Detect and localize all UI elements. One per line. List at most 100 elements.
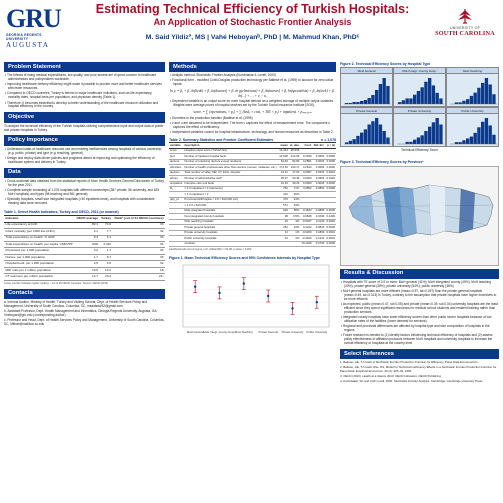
table-cell: 0.1133 — [312, 219, 326, 226]
table-cell: 1.7 — [99, 247, 113, 255]
table-cell: 32 — [112, 260, 165, 268]
poster-header: GRU GEORGIA REGENTS UNIVERSITY AUGUSTA E… — [0, 0, 503, 58]
fig1-plot-area — [182, 264, 330, 328]
table-row: Infant mortality (per 1000 live births) 4… — [4, 228, 165, 236]
table-cell: 0.0852 — [300, 186, 313, 193]
table1-caption: Table 1. Select Health Indicators, Turke… — [4, 209, 119, 214]
table-cell: 3/06 — [74, 241, 100, 249]
table-cell: 572 — [278, 202, 289, 209]
fig1-tick-label: Private University — [282, 330, 304, 334]
histogram-bar — [492, 94, 496, 105]
table-row: Total expenditure on health, % GDP 9.3 6.1… — [4, 235, 165, 243]
table2-lr-test: Likelihood-ratio test of sigma_u=0: chib… — [169, 248, 252, 252]
section-head-objective: Objective — [4, 112, 165, 123]
list-item: Hospitals with TE score of 0.9 or more: … — [340, 280, 499, 289]
table-cell: Total expenditure on health, % GDP — [4, 235, 75, 243]
table-cell: 252 — [278, 224, 289, 231]
table-cell: 0.0281 — [312, 175, 326, 182]
table-cell: 53.49 — [288, 175, 301, 182]
histogram-bar — [473, 133, 477, 145]
table-cell: 33 — [112, 254, 165, 262]
table-cell — [278, 241, 289, 248]
histogram-bar — [405, 142, 409, 145]
table-cell: 4% — [288, 235, 301, 242]
column-middle: Methods Analytic method: Stochastic Fron… — [169, 62, 336, 340]
table-cell: 1.7 — [74, 254, 100, 262]
histogram-bar — [416, 137, 421, 145]
list-item: Design and deploy data-driven policies a… — [4, 156, 165, 165]
table-row: Total expenditure on health, per capita,… — [4, 241, 165, 249]
table-row: Hospital beds, per 1,000 population 2.5 4.… — [4, 260, 165, 268]
table-cell: 21¹ — [112, 273, 165, 281]
table-cell: 0.4242 — [300, 224, 313, 231]
histogram — [397, 118, 444, 145]
list-item: Improving healthcare delivery efficiency… — [4, 82, 165, 91]
histogram — [397, 78, 444, 105]
table-cell: 0.4400 — [325, 213, 336, 220]
table-cell: 0.0000 — [325, 208, 336, 215]
table2-caption-row: Table 2. Summary Statistics and Frontier… — [169, 138, 336, 142]
table-cell: = 1.0 if ≥ $10,000 — [183, 202, 279, 209]
table-cell: 43 — [278, 219, 289, 226]
poster-title: Estimating Technical Efficiency of Turki… — [95, 2, 410, 16]
poster-authors: M. Said Yildizª, MS | Vahé Heboyanᵇ, PhD… — [145, 34, 360, 41]
table-cell: -0.6209 — [300, 230, 313, 237]
table-cell: 0.0001 — [325, 235, 336, 242]
table-cell: 17.02 — [288, 170, 301, 177]
table-cell: score — [169, 148, 184, 155]
section-head-refs: Select References — [340, 349, 499, 360]
table-row: = 1.0 if ≥ $10,000 572 53% — [169, 202, 336, 209]
table-cell — [169, 235, 184, 242]
list-item: v and u are assumed to be independent. T… — [169, 121, 336, 130]
table-cell — [169, 219, 184, 226]
histogram-bar — [382, 131, 386, 145]
fig1-mean-point — [266, 294, 270, 298]
table-cell: 0.2643 — [300, 164, 313, 171]
references-list: 1. Battese, GE, TJ Coelli. A Stochastic … — [340, 361, 499, 383]
section-head-data: Data — [4, 167, 165, 178]
panel-title: MoH Teaching — [447, 68, 498, 75]
histogram-bar — [484, 118, 489, 145]
table1: Indicator OECD average Turkey Rank¹ (out… — [4, 215, 165, 281]
table-cell: 14,528 — [278, 153, 289, 160]
table-cell: -0.4916 — [300, 235, 313, 242]
table-cell: 0.0393 — [300, 175, 313, 182]
table-header-cell: Turkey — [99, 215, 113, 223]
reference-item: 2. Battese, GE, TJ Coelli, Rao, DS, Mode… — [340, 365, 497, 373]
fig1-tick-label: Public University — [306, 330, 327, 334]
table-row: Physicians per 1,000 population 3.2 1.7 33 — [4, 247, 165, 255]
table-cell: 0.0000 — [325, 186, 336, 193]
section-head-contacts: Contacts — [4, 288, 165, 300]
contact-item: a. Internal Auditor, Ministry of Health,… — [4, 300, 148, 309]
table-cell: 9.3 — [74, 235, 100, 243]
table-cell: Physicians per 1,000 population — [4, 247, 75, 255]
fig2-grid: MoH General MoH Integr. County Hosp. MoH… — [340, 67, 499, 157]
fig1-mean-point — [193, 285, 197, 288]
contact-item: b. Assistant Professor, Dept. Health Man… — [4, 309, 158, 318]
table-cell: 230.17 — [288, 164, 301, 171]
histogram-bar — [488, 84, 492, 105]
table-cell: 23% — [288, 224, 301, 231]
histogram-bar — [416, 91, 421, 105]
panel-title: MoH Integr. County Hosp. — [394, 68, 445, 75]
list-item: Specialty hospitals, small size integrat… — [4, 197, 165, 206]
fig2-xlabel: Technical Efficiency Score — [401, 148, 438, 153]
fig2-caption: Figure 2. Technical Efficiency Scores by… — [340, 62, 431, 66]
list-item: Regional and provincial differences are … — [340, 324, 499, 333]
fig2-panel-public-univ: Public University — [446, 107, 499, 148]
table-row: score Hospital output score (Turkish lira… — [169, 148, 336, 155]
table1-body: Life expectancy at birth 80.1 74.6 33 Infant… — [4, 222, 165, 281]
histogram-bar — [462, 101, 466, 105]
histogram-bar — [473, 93, 477, 105]
table-cell: 29% — [288, 191, 301, 199]
histogram-bar — [477, 127, 481, 145]
table-cell: 625 — [278, 208, 289, 215]
table-cell: Number of health professionals other tha… — [183, 164, 279, 171]
histogram-bar — [345, 142, 349, 145]
histogram-bar — [439, 124, 443, 145]
table-cell: 1% — [288, 230, 301, 237]
table-row: Public university hospitals 43 4% -0.4916 0.… — [169, 235, 336, 242]
table-cell — [169, 241, 184, 248]
histogram-bar — [477, 88, 481, 105]
table-header-cell: Indicator — [4, 215, 75, 223]
